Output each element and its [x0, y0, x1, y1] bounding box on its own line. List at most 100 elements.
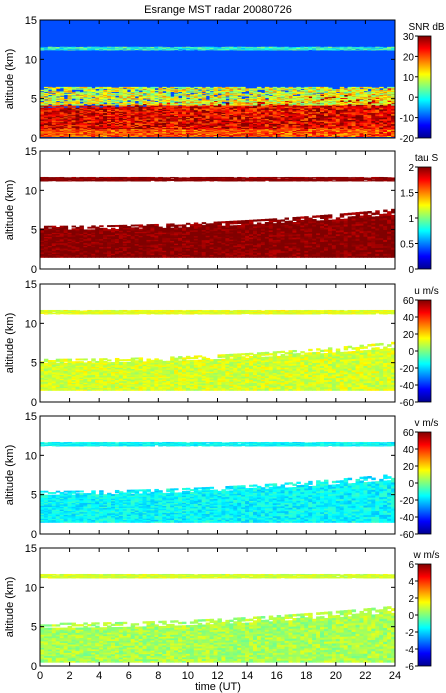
heatmap-cell — [241, 107, 246, 110]
heatmap-cell — [320, 94, 325, 97]
heatmap-cell — [209, 104, 215, 107]
heatmap-cell — [308, 106, 313, 109]
heatmap-cell — [126, 120, 132, 122]
heatmap-cell — [241, 102, 246, 105]
heatmap-cell — [95, 124, 100, 127]
heatmap-cell — [387, 130, 392, 132]
heatmap-cell — [201, 109, 207, 112]
heatmap-cell — [182, 96, 187, 99]
heatmap-cell — [150, 90, 155, 92]
heatmap-cell — [253, 121, 258, 123]
heatmap-cell — [75, 99, 80, 102]
heatmap-cell — [371, 110, 376, 114]
heatmap-cell — [71, 108, 76, 111]
heatmap-cell — [150, 126, 155, 129]
heatmap-cell — [351, 128, 357, 130]
heatmap-cell — [383, 134, 388, 137]
heatmap-cell — [355, 131, 360, 134]
heatmap-cell — [107, 111, 112, 114]
heatmap-cell — [327, 108, 333, 111]
heatmap-cell — [154, 112, 159, 115]
heatmap-cell — [280, 130, 286, 132]
heatmap-cell — [114, 123, 120, 126]
heatmap-cell — [209, 96, 215, 99]
heatmap-cell — [91, 126, 96, 129]
heatmap-cell — [83, 129, 88, 131]
heatmap-cell — [150, 94, 155, 96]
heatmap-cell — [288, 105, 293, 108]
heatmap-cell — [292, 112, 297, 115]
heatmap-cell — [197, 116, 203, 118]
heatmap-cell — [229, 86, 234, 89]
heatmap-cell — [233, 86, 238, 89]
heatmap-cell — [43, 108, 49, 111]
heatmap-cell — [292, 105, 297, 108]
heatmap-cell — [260, 123, 266, 126]
heatmap-cell — [130, 95, 136, 98]
heatmap-cell — [253, 89, 258, 92]
heatmap-cell — [375, 112, 380, 115]
heatmap-cell — [221, 125, 226, 127]
heatmap-cell — [268, 123, 274, 126]
heatmap-cell — [391, 113, 395, 116]
heatmap-cell — [268, 92, 274, 94]
heatmap-cell — [371, 101, 376, 104]
heatmap-cell — [118, 98, 124, 100]
heatmap-cell — [79, 120, 84, 123]
heatmap-cell — [347, 123, 353, 127]
heatmap-cell — [233, 123, 238, 126]
heatmap-cell — [111, 94, 116, 96]
heatmap-cell — [260, 95, 266, 97]
heatmap-cell — [134, 107, 140, 110]
heatmap-cell — [276, 119, 282, 122]
heatmap-cell — [134, 126, 140, 129]
heatmap-cell — [205, 88, 211, 90]
heatmap-cell — [379, 107, 384, 110]
heatmap-cell — [75, 125, 80, 128]
heatmap-cell — [189, 91, 195, 93]
heatmap-cell — [162, 107, 167, 109]
heatmap-cell — [288, 113, 293, 116]
heatmap-cell — [146, 105, 151, 108]
heatmap-cell — [142, 124, 147, 127]
heatmap-cell — [114, 127, 120, 130]
heatmap-cell — [146, 127, 151, 130]
heatmap-cell — [367, 104, 372, 107]
heatmap-cell — [237, 112, 242, 115]
heatmap-cell — [324, 108, 329, 111]
heatmap-cell — [162, 98, 167, 100]
heatmap-cell — [118, 112, 124, 114]
heatmap-cell — [225, 112, 230, 114]
heatmap-cell — [253, 118, 258, 121]
heatmap-cell — [324, 134, 329, 136]
heatmap-cell — [158, 121, 163, 123]
heatmap-cell — [272, 130, 278, 132]
heatmap-cell — [126, 117, 132, 119]
heatmap-cell — [260, 110, 266, 113]
heatmap-cell — [359, 130, 364, 133]
heatmap-cell — [103, 86, 108, 89]
heatmap-cell — [40, 107, 45, 110]
heatmap-cell — [103, 97, 108, 99]
heatmap-cell — [114, 98, 120, 100]
heatmap-cell — [166, 108, 171, 110]
heatmap-cell — [383, 116, 388, 120]
heatmap-cell — [249, 122, 254, 125]
heatmap-cell — [225, 109, 230, 112]
heatmap-cell — [71, 127, 76, 130]
heatmap-cell — [221, 92, 226, 95]
heatmap-cell — [87, 107, 92, 110]
heatmap-cell — [264, 112, 270, 114]
heatmap-cell — [83, 105, 88, 108]
heatmap-cell — [158, 127, 163, 130]
heatmap-cell — [99, 107, 104, 110]
heatmap-cell — [308, 104, 313, 107]
heatmap-cell — [114, 117, 120, 120]
heatmap-cell — [43, 92, 49, 95]
heatmap-cell — [182, 106, 187, 109]
heatmap-cell — [213, 88, 218, 90]
heatmap-cell — [158, 92, 163, 94]
heatmap-cell — [300, 133, 305, 135]
heatmap-cell — [75, 101, 80, 104]
heatmap-cell — [276, 98, 282, 101]
